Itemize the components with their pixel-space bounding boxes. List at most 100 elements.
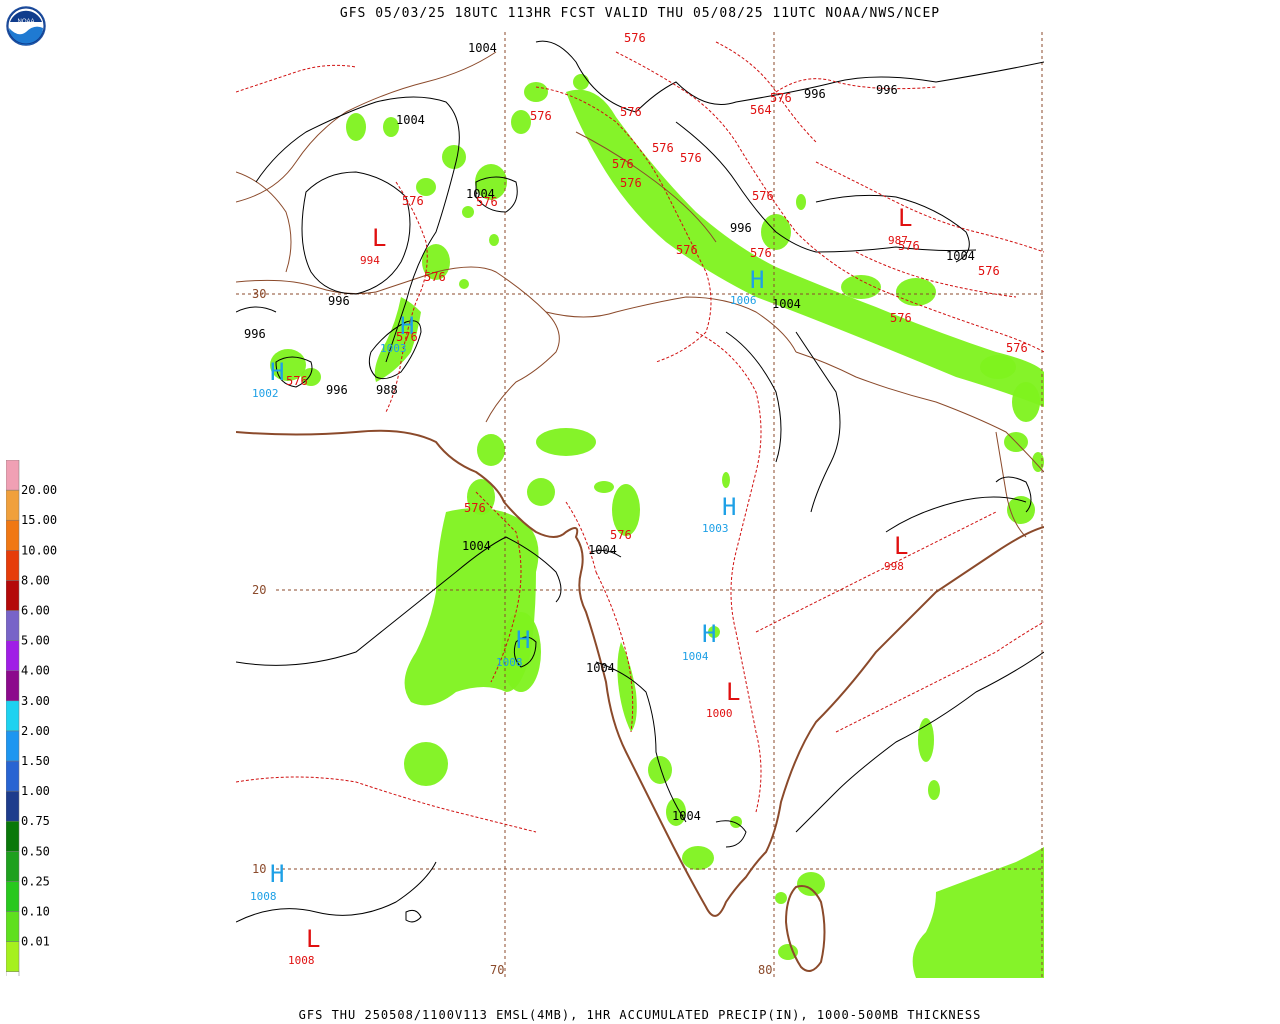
logo-text: NOAA (17, 19, 34, 25)
legend-swatch (6, 640, 20, 671)
svg-text:1008: 1008 (288, 954, 315, 967)
svg-text:564: 564 (750, 103, 772, 117)
svg-text:576: 576 (652, 141, 674, 155)
svg-text:996: 996 (244, 327, 266, 341)
legend-label: 6.00 (21, 604, 50, 618)
svg-text:576: 576 (750, 246, 772, 260)
legend-swatch (6, 489, 20, 521)
svg-text:576: 576 (1006, 341, 1028, 355)
svg-text:994: 994 (360, 254, 380, 267)
legend-label: 0.75 (21, 814, 50, 828)
lon-label: 70 (490, 963, 504, 977)
svg-text:H: H (400, 312, 414, 340)
legend-label: 15.00 (21, 513, 57, 527)
legend-label: 2.00 (21, 724, 50, 738)
legend-label: 10.00 (21, 543, 57, 557)
legend-swatch (6, 971, 20, 976)
svg-text:576: 576 (898, 239, 920, 253)
svg-text:H: H (750, 266, 764, 294)
svg-text:996: 996 (804, 87, 826, 101)
svg-text:996: 996 (328, 294, 350, 308)
svg-text:576: 576 (676, 243, 698, 257)
svg-text:576: 576 (620, 176, 642, 190)
svg-text:L: L (372, 224, 386, 252)
svg-text:576: 576 (620, 105, 642, 119)
svg-text:1004: 1004 (946, 249, 975, 263)
coastline (236, 429, 1044, 972)
thickness-labels: 576 576 576 576 576 576 576 576 576 564 … (286, 32, 1028, 542)
legend-label: 0.01 (21, 935, 50, 949)
legend-swatch (6, 610, 20, 641)
lon-label: 80 (758, 963, 772, 977)
legend-label: 4.00 (21, 664, 50, 678)
legend-swatch (6, 460, 20, 491)
legend-swatch (6, 730, 20, 762)
svg-text:1002: 1002 (252, 387, 279, 400)
svg-text:1004: 1004 (588, 543, 617, 557)
svg-text:L: L (726, 678, 740, 706)
legend-label: 0.50 (21, 844, 50, 858)
svg-text:1003: 1003 (702, 522, 729, 535)
svg-text:1008: 1008 (250, 890, 277, 903)
svg-text:1003: 1003 (380, 342, 407, 355)
legend-label: 1.50 (21, 754, 50, 768)
legend-swatch (6, 881, 20, 912)
thickness-lines (236, 41, 1044, 833)
svg-text:576: 576 (610, 528, 632, 542)
political-borders (236, 51, 1044, 538)
isobars (236, 40, 1044, 923)
svg-text:1004: 1004 (772, 297, 801, 311)
svg-text:1004: 1004 (672, 809, 701, 823)
legend-label: 0.25 (21, 874, 50, 888)
svg-text:576: 576 (680, 151, 702, 165)
high-center: H 1003 (380, 312, 414, 355)
precip-legend: 0.01 0.10 0.25 0.50 0.75 1.00 1.50 2.00 3.00 4.00… (6, 460, 57, 976)
low-center: L 994 (360, 224, 386, 267)
svg-text:1006: 1006 (730, 294, 757, 307)
svg-text:576: 576 (402, 194, 424, 208)
noaa-logo: NOAA (6, 6, 46, 46)
legend-label: 8.00 (21, 573, 50, 587)
svg-text:H: H (702, 620, 716, 648)
svg-text:576: 576 (752, 189, 774, 203)
svg-text:576: 576 (770, 91, 792, 105)
svg-text:H: H (516, 626, 530, 654)
svg-text:L: L (898, 204, 912, 232)
legend-swatch (6, 851, 20, 882)
legend-swatch (6, 790, 20, 822)
high-center: H 1004 (682, 620, 716, 663)
svg-text:987: 987 (888, 234, 908, 247)
svg-text:H: H (270, 860, 284, 888)
svg-text:988: 988 (376, 383, 398, 397)
svg-text:996: 996 (730, 221, 752, 235)
svg-text:576: 576 (396, 330, 418, 344)
legend-label: 1.00 (21, 784, 50, 798)
svg-text:576: 576 (424, 270, 446, 284)
svg-text:576: 576 (978, 264, 1000, 278)
svg-text:L: L (894, 532, 908, 560)
svg-text:1004: 1004 (468, 41, 497, 55)
svg-text:576: 576 (476, 195, 498, 209)
svg-text:L: L (306, 925, 320, 953)
legend-swatch (6, 820, 20, 852)
svg-text:1004: 1004 (586, 661, 615, 675)
svg-text:1004: 1004 (396, 113, 425, 127)
high-center: H 1008 (250, 860, 284, 903)
legend-label: 5.00 (21, 634, 50, 648)
legend-swatch (6, 550, 20, 581)
high-center: H 1008 (496, 626, 530, 669)
grid-labels: 30 20 10 70 80 (252, 287, 772, 977)
svg-text:998: 998 (884, 560, 904, 573)
svg-text:1000: 1000 (706, 707, 733, 720)
svg-text:1004: 1004 (462, 539, 491, 553)
lat-label: 30 (252, 287, 266, 301)
legend-label: 0.10 (21, 905, 50, 919)
legend-label: 20.00 (21, 483, 57, 497)
legend-swatch (6, 700, 20, 732)
